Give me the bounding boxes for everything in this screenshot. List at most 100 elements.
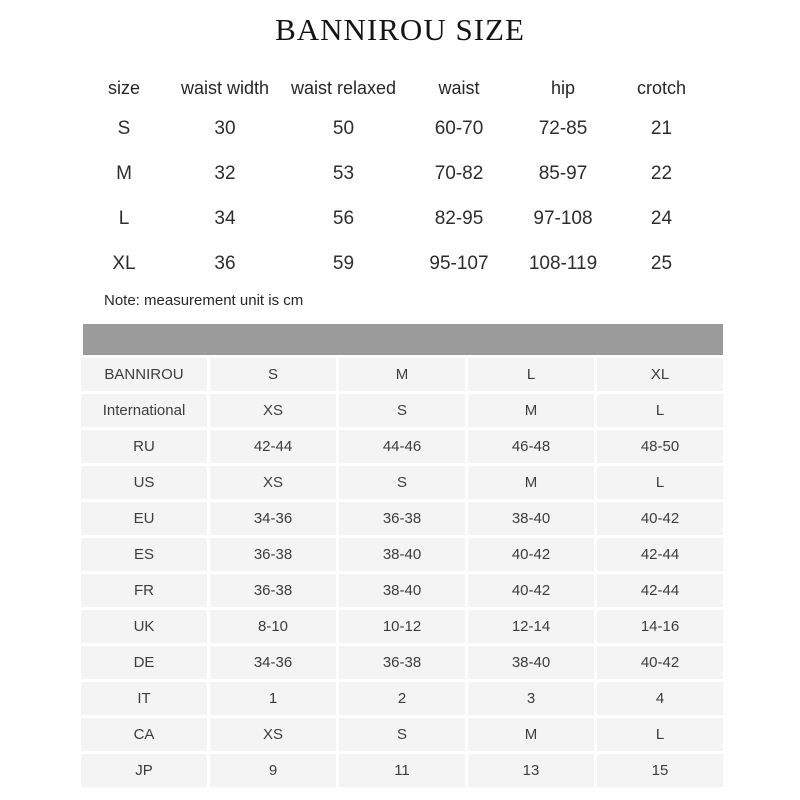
region-label: International — [81, 394, 207, 427]
table-cell: L — [468, 358, 594, 391]
table-cell: 38-40 — [468, 502, 594, 535]
table-cell: 40-42 — [468, 538, 594, 571]
table-cell: 70-82 — [434, 162, 484, 184]
table-cell: 38-40 — [468, 646, 594, 679]
table-cell: 13 — [468, 754, 594, 787]
table-cell: 40-42 — [597, 502, 723, 535]
table-cell: XS — [210, 466, 336, 499]
table-cell: 14-16 — [597, 610, 723, 643]
region-label: EU — [81, 502, 207, 535]
table-cell: 34-36 — [210, 646, 336, 679]
column-header-waist-relaxed: waist relaxed — [290, 77, 397, 98]
table-cell: 95-107 — [429, 252, 489, 274]
table-cell: 1 — [210, 682, 336, 715]
table-cell: 4 — [597, 682, 723, 715]
conversion-row-jp: JP 9 11 13 15 — [81, 754, 723, 787]
table-cell: 38-40 — [339, 574, 465, 607]
table-cell: 59 — [332, 252, 355, 274]
measurement-row-s: S 30 50 60-70 72-85 21 — [80, 106, 710, 151]
measurement-header-row: size waist width waist relaxed waist hip… — [80, 70, 710, 106]
conversion-row-bannirou: BANNIROU S M L XL — [81, 358, 723, 391]
region-label: US — [81, 466, 207, 499]
table-cell: 36-38 — [210, 574, 336, 607]
table-cell: 82-95 — [434, 207, 484, 229]
table-cell: M — [468, 718, 594, 751]
region-label: RU — [81, 430, 207, 463]
table-cell: 36-38 — [339, 502, 465, 535]
conversion-row-international: International XS S M L — [81, 394, 723, 427]
table-cell: 9 — [210, 754, 336, 787]
conversion-row-ca: CA XS S M L — [81, 718, 723, 751]
table-cell: 25 — [650, 252, 673, 274]
region-label: IT — [81, 682, 207, 715]
conversion-row-es: ES 36-38 38-40 40-42 42-44 — [81, 538, 723, 571]
conversion-row-ru: RU 42-44 44-46 46-48 48-50 — [81, 430, 723, 463]
table-cell: M — [339, 358, 465, 391]
table-cell: 11 — [339, 754, 465, 787]
table-cell: 48-50 — [597, 430, 723, 463]
conversion-row-it: IT 1 2 3 4 — [81, 682, 723, 715]
size-label: XL — [112, 252, 136, 274]
table-cell: 42-44 — [597, 574, 723, 607]
conversion-row-eu: EU 34-36 36-38 38-40 40-42 — [81, 502, 723, 535]
table-cell: L — [597, 394, 723, 427]
region-label: JP — [81, 754, 207, 787]
region-label: UK — [81, 610, 207, 643]
table-cell: M — [468, 394, 594, 427]
table-cell: 46-48 — [468, 430, 594, 463]
size-label: M — [116, 162, 132, 184]
table-cell: XL — [597, 358, 723, 391]
column-header-waist-width: waist width — [180, 77, 270, 98]
page-title: BANNIROU SIZE — [275, 12, 525, 47]
table-cell: 53 — [332, 162, 355, 184]
table-cell: 34 — [214, 207, 236, 229]
table-cell: S — [339, 394, 465, 427]
table-cell: M — [468, 466, 594, 499]
measurement-row-l: L 34 56 82-95 97-108 24 — [80, 196, 710, 241]
table-cell: 60-70 — [434, 117, 484, 139]
table-cell: 32 — [214, 162, 236, 184]
table-cell: 10-12 — [339, 610, 465, 643]
table-cell: 22 — [650, 162, 673, 184]
table-cell: L — [597, 466, 723, 499]
size-label: L — [118, 207, 130, 229]
table-cell: S — [210, 358, 336, 391]
conversion-row-us: US XS S M L — [81, 466, 723, 499]
table-cell: 85-97 — [538, 162, 588, 184]
table-cell: 36-38 — [339, 646, 465, 679]
column-header-waist: waist — [438, 77, 480, 98]
table-cell: S — [339, 718, 465, 751]
measurement-table: size waist width waist relaxed waist hip… — [80, 70, 710, 286]
region-label: FR — [81, 574, 207, 607]
divider-bar — [83, 324, 723, 355]
unit-note: Note: measurement unit is cm — [104, 292, 304, 309]
table-cell: L — [597, 718, 723, 751]
table-cell: 30 — [214, 117, 236, 139]
size-conversion-table: BANNIROU S M L XL International XS S M L… — [78, 355, 726, 790]
table-cell: 50 — [332, 117, 355, 139]
table-cell: 8-10 — [210, 610, 336, 643]
table-cell: 40-42 — [597, 646, 723, 679]
table-cell: S — [339, 466, 465, 499]
table-cell: 24 — [650, 207, 673, 229]
table-cell: 72-85 — [538, 117, 588, 139]
table-cell: 40-42 — [468, 574, 594, 607]
table-cell: 42-44 — [210, 430, 336, 463]
table-cell: XS — [210, 718, 336, 751]
table-cell: 108-119 — [528, 252, 598, 274]
measurement-row-xl: XL 36 59 95-107 108-119 25 — [80, 241, 710, 286]
conversion-row-uk: UK 8-10 10-12 12-14 14-16 — [81, 610, 723, 643]
table-cell: 36-38 — [210, 538, 336, 571]
table-cell: 97-108 — [533, 207, 593, 229]
column-header-crotch: crotch — [636, 77, 687, 98]
column-header-size: size — [107, 77, 140, 98]
table-cell: 38-40 — [339, 538, 465, 571]
table-cell: 42-44 — [597, 538, 723, 571]
table-cell: XS — [210, 394, 336, 427]
measurement-row-m: M 32 53 70-82 85-97 22 — [80, 151, 710, 196]
table-cell: 12-14 — [468, 610, 594, 643]
table-cell: 34-36 — [210, 502, 336, 535]
table-cell: 15 — [597, 754, 723, 787]
conversion-row-fr: FR 36-38 38-40 40-42 42-44 — [81, 574, 723, 607]
region-label: DE — [81, 646, 207, 679]
